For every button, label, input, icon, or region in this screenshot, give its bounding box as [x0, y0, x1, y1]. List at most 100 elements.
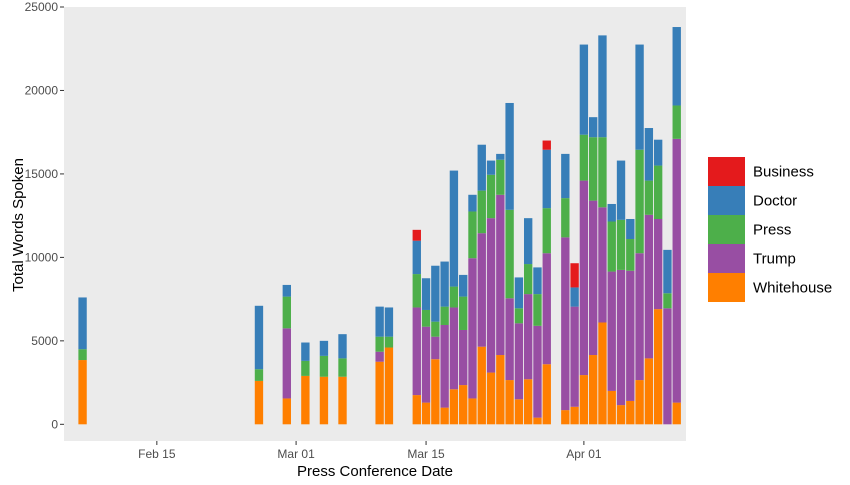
bar-stack [616, 160, 626, 425]
bar-segment-press [78, 349, 87, 361]
bar-segment-doctor [626, 218, 635, 240]
bar-segment-whitehouse [514, 399, 524, 425]
bar-segment-press [653, 165, 663, 219]
bar-segment-doctor [486, 160, 496, 175]
bar-stack [449, 170, 459, 425]
bar-stack [282, 284, 291, 425]
bar-segment-trump [282, 328, 291, 399]
bar-segment-trump [672, 138, 681, 403]
y-tick-label: 10000 [25, 250, 59, 264]
bar-segment-doctor [468, 194, 477, 212]
bar-segment-press [282, 296, 291, 329]
bar-segment-doctor [440, 261, 449, 307]
bar-segment-press [301, 360, 310, 376]
bar-segment-trump [459, 330, 468, 386]
bar-stack [663, 249, 672, 425]
bar-segment-trump [570, 306, 579, 407]
bar-segment-whitehouse [375, 361, 384, 425]
x-tick-label: Mar 15 [407, 447, 445, 461]
bar-segment-press [626, 239, 635, 271]
bar-segment-whitehouse [338, 376, 347, 425]
bar-segment-doctor [496, 153, 505, 160]
bar-segment-doctor [282, 284, 291, 297]
bar-segment-whitehouse [505, 380, 514, 425]
bar-segment-press [514, 308, 524, 324]
bar-stack [672, 27, 681, 425]
bar-segment-trump [635, 253, 644, 381]
bar-segment-trump [477, 233, 486, 347]
bar-segment-doctor [616, 160, 626, 220]
bar-segment-press [607, 221, 616, 272]
bar-segment-trump [542, 253, 551, 365]
bar-segment-doctor [533, 267, 542, 295]
x-tick-label: Apr 01 [566, 447, 602, 461]
bar-segment-press [672, 105, 681, 139]
x-axis-title: Press Conference Date [297, 463, 453, 480]
bar-segment-whitehouse [496, 355, 505, 425]
bar-segment-whitehouse [319, 376, 329, 425]
legend-key-press [708, 215, 745, 244]
bar-segment-trump [598, 207, 607, 323]
bar-segment-doctor [663, 249, 672, 294]
bar-segment-whitehouse [579, 375, 589, 425]
bar-stack [514, 277, 524, 425]
legend-key-trump [708, 244, 745, 273]
bar-segment-whitehouse [440, 407, 449, 425]
x-tick-label: Feb 15 [138, 447, 176, 461]
bar-segment-trump [616, 269, 626, 406]
bar-segment-doctor [542, 149, 551, 209]
bar-stack [301, 342, 310, 425]
bar-segment-whitehouse [477, 346, 486, 425]
bar-segment-press [616, 219, 626, 270]
bar-segment-trump [421, 326, 431, 403]
bar-segment-doctor [653, 139, 663, 166]
bar-segment-doctor [319, 340, 329, 356]
bar-stack [319, 340, 329, 425]
bar-segment-doctor [449, 170, 459, 287]
bar-segment-whitehouse [254, 380, 264, 425]
bar-stack [524, 218, 533, 425]
bar-segment-doctor [607, 203, 616, 222]
legend-key-doctor [708, 186, 745, 215]
bar-segment-doctor [505, 102, 514, 210]
y-axis: 0 5000 10000 15000 20000 25000 [25, 0, 64, 431]
bar-segment-whitehouse [78, 360, 87, 425]
bar-segment-press [496, 159, 505, 195]
bar-segment-trump [449, 307, 459, 390]
bar-segment-doctor [635, 44, 644, 150]
bar-stack [384, 307, 394, 425]
bar-segment-press [486, 174, 496, 219]
bar-segment-press [412, 274, 421, 308]
bar-segment-business [570, 263, 579, 288]
bar-segment-doctor [514, 277, 524, 309]
bar-stack [570, 263, 579, 425]
bar-segment-trump [524, 294, 533, 380]
bar-segment-press [477, 190, 486, 234]
bar-segment-press [505, 209, 514, 299]
bar-stack [440, 261, 449, 425]
bar-segment-whitehouse [644, 358, 654, 425]
bar-stack [653, 139, 663, 425]
bar-segment-press [598, 137, 607, 208]
bar-segment-trump [644, 214, 654, 359]
bar-stack [635, 44, 644, 425]
bar-stack [486, 160, 496, 425]
bar-segment-doctor [459, 274, 468, 297]
bar-segment-trump [412, 307, 421, 396]
bar-stack [477, 144, 486, 425]
bar-stack [542, 140, 551, 425]
bar-stack [598, 35, 607, 425]
bar-segment-press [449, 286, 459, 308]
bar-segment-whitehouse [626, 400, 635, 425]
bar-segment-whitehouse [607, 390, 616, 425]
bar-segment-press [431, 321, 440, 337]
bar-segment-press [254, 369, 264, 381]
bar-segment-whitehouse [561, 410, 570, 425]
bar-segment-whitehouse [542, 364, 551, 425]
bar-segment-whitehouse [282, 398, 291, 425]
y-axis-title: Total Words Spoken [10, 158, 27, 292]
bar-stack [78, 297, 87, 425]
bar-segment-trump [468, 258, 477, 399]
bar-segment-doctor [78, 297, 87, 350]
